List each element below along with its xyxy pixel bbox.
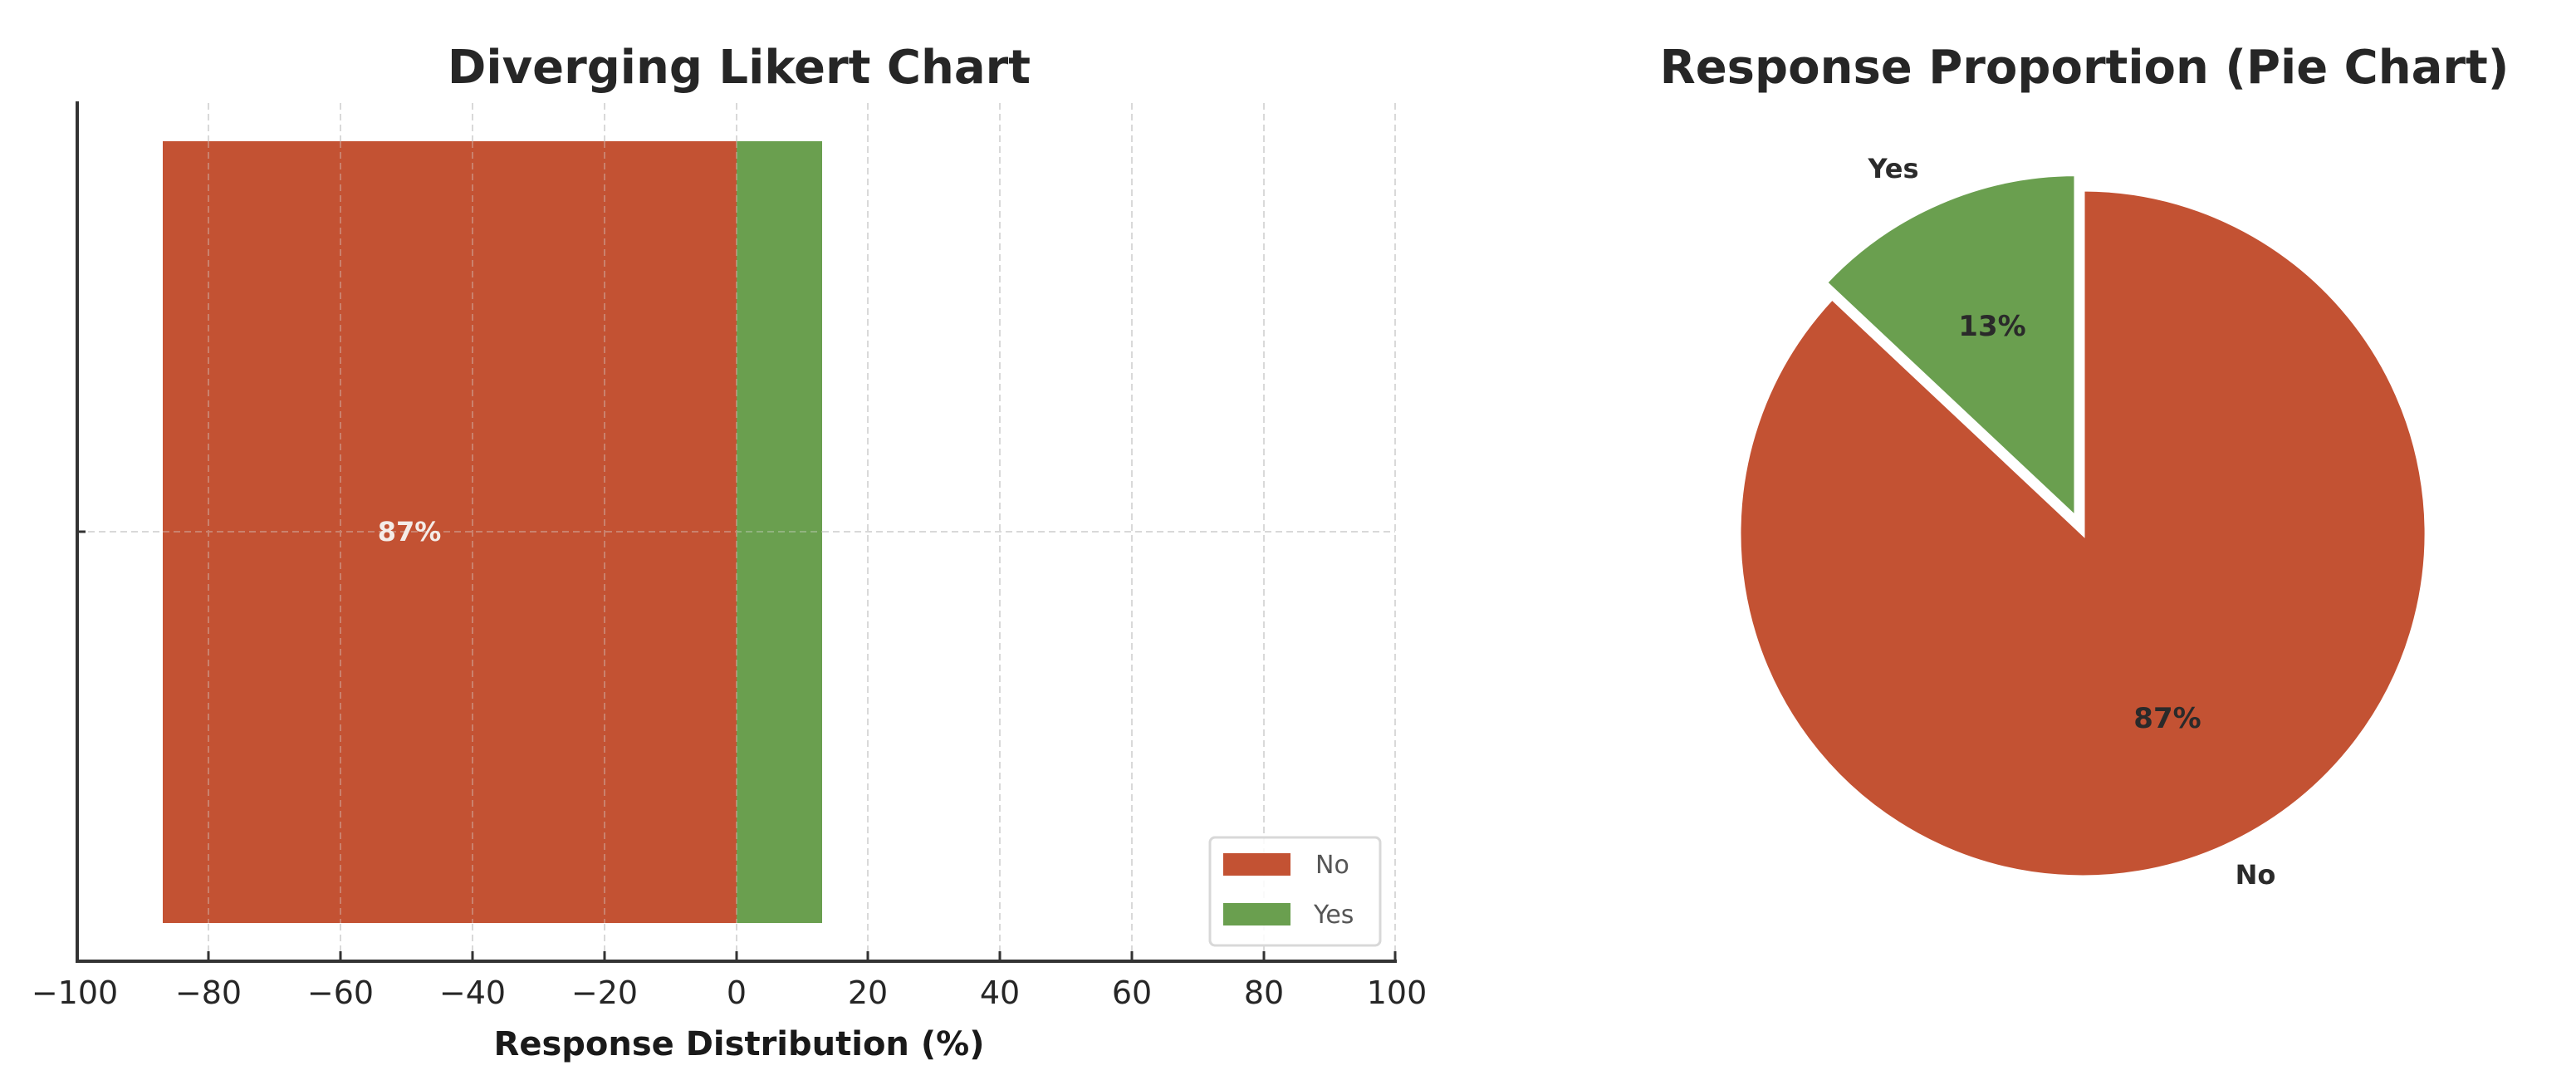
bar-no: [163, 141, 737, 923]
x-tick-label: 0: [727, 975, 747, 1011]
bar-yes: [737, 141, 822, 923]
x-tick-label: −60: [307, 975, 374, 1011]
legend-swatch-no: [1223, 853, 1290, 876]
x-tick-label: −80: [175, 975, 242, 1011]
likert-gridlines-overlay: [163, 141, 822, 923]
pie-chart-title: Response Proportion (Pie Chart): [1660, 41, 2510, 95]
x-ticks: [207, 951, 1397, 961]
pie-label-no: No: [2236, 859, 2276, 891]
pie-slice-no: [1736, 187, 2429, 880]
x-tick-label: 100: [1367, 975, 1428, 1011]
pie-pct-no: 87%: [2133, 702, 2201, 735]
likert-chart: Diverging Likert Chart 87%: [32, 41, 1427, 1063]
x-tick-label: 60: [1112, 975, 1152, 1011]
legend-label-no: No: [1315, 851, 1349, 880]
pie-slice-yes: [1822, 172, 2079, 523]
pie-label-yes: Yes: [1868, 153, 1919, 184]
legend: No Yes: [1208, 836, 1382, 947]
x-tick-label: 20: [848, 975, 888, 1011]
likert-chart-title: Diverging Likert Chart: [448, 41, 1031, 95]
legend-label-yes: Yes: [1313, 901, 1354, 930]
bar-value-label: 87%: [378, 516, 442, 547]
legend-swatch-yes: [1223, 903, 1290, 925]
x-tick-labels: −100 −80 −60 −40 −20 0 20 40 60 80 100: [32, 975, 1427, 1011]
x-axis-title: Response Distribution (%): [494, 1025, 985, 1063]
x-tick-label: 80: [1244, 975, 1284, 1011]
pie-chart: Response Proportion (Pie Chart) 13% 87% …: [1660, 41, 2510, 891]
x-tick-label: −20: [571, 975, 638, 1011]
x-tick-label: 40: [980, 975, 1020, 1011]
x-tick-label: −100: [32, 975, 118, 1011]
pie-pct-yes: 13%: [1958, 310, 2025, 343]
x-tick-label: −40: [439, 975, 506, 1011]
